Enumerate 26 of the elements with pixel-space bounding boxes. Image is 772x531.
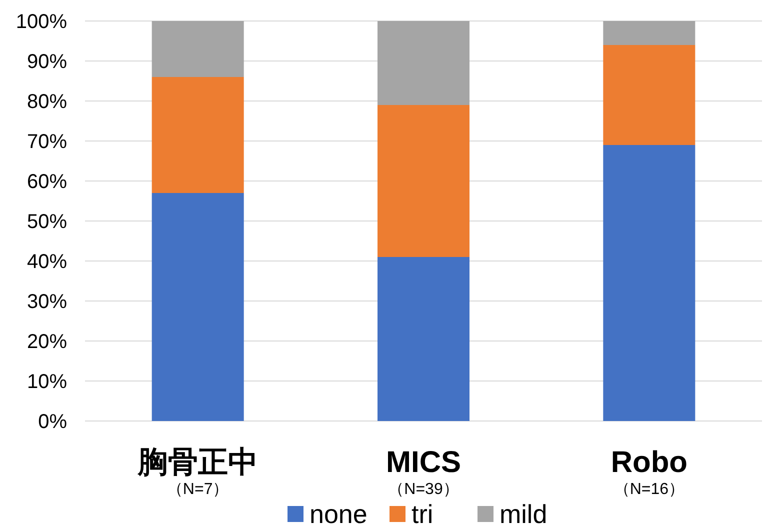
y-tick-label: 100% — [16, 11, 68, 33]
y-tick-label: 60% — [26, 171, 68, 193]
y-tick-label: 50% — [26, 211, 68, 233]
bar — [152, 77, 244, 193]
x-tick-label: MICS（N=39） — [386, 446, 461, 498]
y-tick-label: 40% — [26, 251, 68, 273]
y-tick-label: 70% — [26, 131, 68, 153]
legend-label: none — [310, 499, 368, 529]
y-tick-label: 0% — [38, 411, 68, 433]
x-tick-label: Robo（N=16） — [610, 446, 688, 498]
bar — [378, 105, 470, 257]
legend-label: mild — [500, 499, 548, 529]
y-tick-label: 30% — [26, 291, 68, 313]
y-tick-label: 90% — [26, 51, 68, 73]
bar — [378, 21, 470, 105]
bar — [603, 21, 696, 45]
bar — [152, 193, 244, 421]
y-tick-label: 20% — [26, 331, 68, 353]
x-tick-label: 胸骨正中（N=7） — [136, 446, 258, 498]
legend-label: tri — [412, 499, 434, 529]
y-tick-label: 10% — [26, 371, 68, 393]
bar — [603, 145, 696, 421]
bar — [152, 21, 244, 77]
bar — [378, 257, 470, 421]
y-tick-label: 80% — [26, 91, 68, 113]
bar — [603, 45, 696, 145]
